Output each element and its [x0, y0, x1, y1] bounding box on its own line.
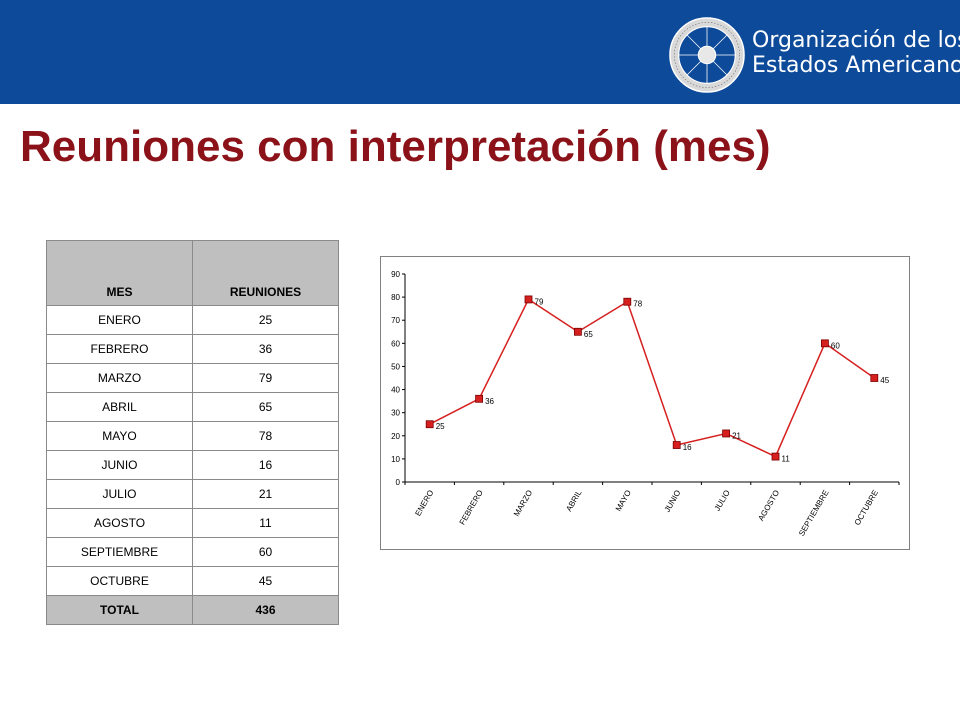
cell-month: JULIO: [46, 479, 193, 509]
table-row: AGOSTO 11: [46, 508, 339, 538]
table-row: ENERO 25: [46, 305, 339, 335]
table-body: ENERO 25 FEBRERO 36 MARZO 79 ABRIL 65 MAYO 78 JUNI…: [46, 305, 339, 625]
x-tick-label: OCTUBRE: [853, 489, 880, 527]
header-bar: Organización de los Estados Americanos: [0, 0, 960, 104]
x-tick-label: JULIO: [713, 489, 732, 513]
line-chart: 0 10 20 30 40 50 60 70 80 90 ENERO FEBRERO MARZO ABRI…: [380, 256, 910, 550]
cell-month: ENERO: [46, 305, 193, 335]
data-label: 36: [485, 397, 494, 406]
organization-name-line-2: Estados Americanos: [752, 53, 960, 78]
x-tick-label: MAYO: [614, 489, 633, 513]
x-tick-label: SEPTIEMBRE: [797, 489, 831, 538]
data-point-marker: [475, 394, 483, 403]
table-row: JULIO 21: [46, 479, 339, 509]
oas-seal-logo: [669, 17, 745, 93]
data-point-marker: [573, 327, 582, 336]
total-value: 436: [192, 595, 339, 625]
y-tick-label: 60: [391, 339, 400, 348]
x-tick-label: ABRIL: [564, 488, 584, 513]
cell-month: SEPTIEMBRE: [46, 537, 193, 567]
cell-meetings: 11: [192, 508, 339, 538]
cell-meetings: 45: [192, 566, 339, 596]
cell-meetings: 36: [192, 334, 339, 364]
x-tick-label: ENERO: [413, 489, 435, 518]
table-row: MAYO 78: [46, 421, 339, 451]
x-tick-label: MARZO: [512, 489, 534, 519]
data-label: 11: [782, 455, 791, 464]
organization-name-line-1: Organización de los: [752, 28, 960, 53]
data-label: 65: [584, 330, 593, 339]
cell-meetings: 16: [192, 450, 339, 480]
table-total-row: TOTAL 436: [46, 595, 339, 625]
data-label: 79: [535, 297, 544, 306]
data-point-marker: [870, 374, 879, 382]
data-point-marker: [623, 297, 632, 306]
cell-meetings: 79: [192, 363, 339, 393]
data-label: 45: [880, 376, 889, 385]
y-tick-label: 10: [391, 455, 400, 464]
cell-meetings: 21: [192, 479, 339, 509]
x-tick-label: AGOSTO: [756, 489, 781, 523]
y-tick-label: 80: [391, 293, 400, 302]
table-row: MARZO 79: [46, 363, 339, 393]
organization-name: Organización de los Estados Americanos: [752, 28, 960, 78]
y-tick-label: 30: [391, 409, 400, 418]
y-tick-label: 20: [391, 432, 400, 441]
y-tick-label: 50: [391, 362, 400, 371]
x-tick-label: JUNIO: [663, 489, 683, 514]
data-point-marker: [820, 339, 829, 348]
table-header-row: MES REUNIONES: [46, 240, 339, 306]
cell-month: ABRIL: [46, 392, 193, 422]
cell-meetings: 78: [192, 421, 339, 451]
x-tick-label: FEBRERO: [458, 489, 485, 527]
cell-month: FEBRERO: [46, 334, 193, 364]
meetings-table: MES REUNIONES ENERO 25 FEBRERO 36 MARZO 79 ABR…: [46, 240, 339, 625]
data-label: 78: [633, 300, 642, 309]
data-point-marker: [722, 429, 731, 438]
table-row: FEBRERO 36: [46, 334, 339, 364]
data-label: 25: [436, 422, 445, 431]
series-line: [429, 298, 875, 458]
table-row: OCTUBRE 45: [46, 566, 339, 596]
data-point-marker: [524, 295, 533, 304]
cell-month: MARZO: [46, 363, 193, 393]
y-tick-label: 40: [391, 386, 400, 395]
cell-meetings: 65: [192, 392, 339, 422]
y-tick-label: 70: [391, 316, 400, 325]
cell-meetings: 25: [192, 305, 339, 335]
data-label: 60: [831, 341, 840, 350]
data-point-marker: [425, 420, 434, 429]
cell-meetings: 60: [192, 537, 339, 567]
cell-month: MAYO: [46, 421, 193, 451]
total-label: TOTAL: [46, 595, 193, 625]
table-row: ABRIL 65: [46, 392, 339, 422]
table-row: JUNIO 16: [46, 450, 339, 480]
data-label: 21: [732, 431, 741, 440]
slide-title: Reuniones con interpretación (mes): [20, 122, 771, 171]
table-row: SEPTIEMBRE 60: [46, 537, 339, 567]
data-point-marker: [771, 452, 780, 461]
cell-month: AGOSTO: [46, 508, 193, 538]
cell-month: JUNIO: [46, 450, 193, 480]
data-label: 16: [683, 443, 692, 452]
column-header-meetings: REUNIONES: [192, 240, 339, 306]
cell-month: OCTUBRE: [46, 566, 193, 596]
chart-svg: 0 10 20 30 40 50 60 70 80 90 ENERO FEBRERO MARZO ABRI…: [391, 270, 900, 538]
y-tick-label: 0: [396, 478, 401, 487]
column-header-month: MES: [46, 240, 193, 306]
data-point-marker: [672, 441, 681, 449]
y-tick-label: 90: [391, 270, 400, 279]
